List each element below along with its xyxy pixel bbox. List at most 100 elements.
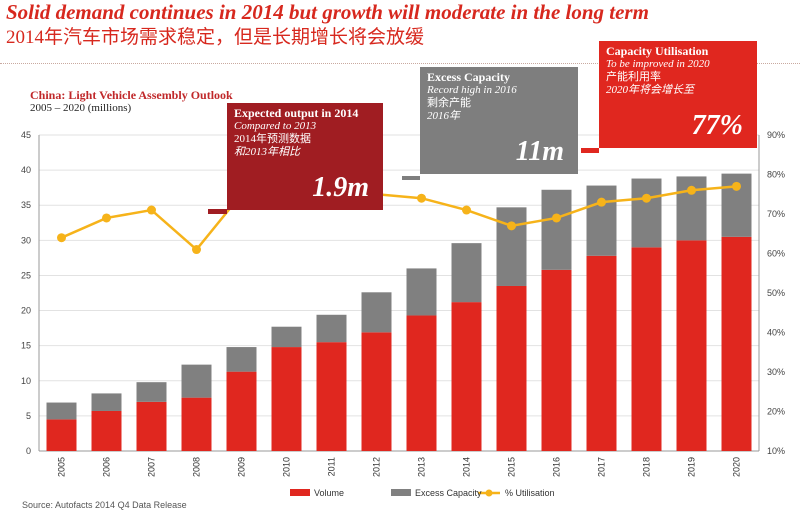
x-tick-label: 2020 — [732, 457, 742, 477]
left-tick-label: 15 — [21, 341, 31, 351]
volume-bar — [181, 397, 212, 451]
utilisation-point — [417, 193, 426, 203]
volume-bar — [496, 285, 527, 451]
callout-expected-output-value: 1.9m — [312, 172, 369, 203]
x-tick-label: 2018 — [642, 457, 652, 477]
chart-subtitle: 2005 – 2020 (millions) — [30, 102, 132, 114]
utilisation-line — [60, 161, 737, 252]
callout-excess-capacity: Excess Capacity Record high in 2016 剩余产能… — [420, 67, 578, 174]
x-tick-label: 2010 — [282, 457, 292, 477]
chart-title: China: Light Vehicle Assembly Outlook — [30, 88, 233, 102]
callout-excess-capacity-heading: Excess Capacity — [427, 70, 510, 84]
callout-capacity-utilisation-value: 77% — [691, 110, 743, 141]
excess-capacity-bar — [586, 185, 617, 256]
excess-capacity-bar — [226, 347, 257, 372]
x-tick-label: 2005 — [57, 457, 67, 477]
callout-capacity-utilisation-line3: 2020年将会增长至 — [606, 84, 694, 96]
right-tick-label: 70% — [767, 209, 785, 219]
x-tick-label: 2014 — [462, 457, 472, 477]
x-tick-label: 2017 — [597, 457, 607, 477]
header-divider — [0, 63, 800, 64]
legend-excess-capacity-label: Excess Capacity — [415, 488, 482, 498]
volume-bar — [631, 247, 662, 451]
left-tick-label: 45 — [21, 130, 31, 140]
volume-bar — [541, 269, 572, 451]
right-tick-label: 20% — [767, 407, 785, 417]
x-tick-label: 2013 — [417, 457, 427, 477]
callout-capacity-utilisation-line1: To be improved in 2020 — [606, 58, 710, 70]
legend-volume-swatch — [290, 489, 310, 496]
legend-excess-capacity-swatch — [391, 489, 411, 496]
left-tick-label: 0 — [26, 446, 31, 456]
volume-bar — [451, 302, 482, 451]
utilisation-point — [597, 197, 606, 207]
utilisation-point — [552, 213, 561, 223]
excess-capacity-bar — [271, 326, 302, 348]
page-title: Solid demand continues in 2014 but growt… — [6, 0, 649, 24]
volume-bar — [226, 371, 257, 451]
legend-volume-label: Volume — [314, 488, 344, 498]
callout-expected-output-line2: 2014年预测数据 — [234, 133, 311, 145]
utilisation-point — [642, 193, 651, 203]
excess-capacity-bar — [181, 364, 212, 398]
callout-excess-capacity-value: 11m — [515, 136, 564, 167]
legend-utilisation-marker — [485, 489, 493, 497]
excess-capacity-bar — [361, 292, 392, 333]
left-tick-label: 20 — [21, 306, 31, 316]
utilisation-point — [507, 221, 516, 231]
page-title-chinese: 2014年汽车市场需求稳定，但是长期增长将会放缓 — [6, 27, 425, 48]
callout-excess-capacity-pointer — [402, 176, 420, 180]
right-tick-label: 40% — [767, 328, 785, 338]
x-tick-label: 2009 — [237, 457, 247, 477]
excess-capacity-bar — [91, 393, 122, 411]
excess-capacity-bar — [631, 178, 662, 248]
utilisation-point — [732, 181, 741, 191]
callout-capacity-utilisation: Capacity Utilisation To be improved in 2… — [599, 41, 757, 148]
excess-capacity-bar — [136, 382, 167, 402]
volume-bar — [271, 347, 302, 451]
excess-capacity-bar — [46, 402, 77, 420]
x-tick-label: 2016 — [552, 457, 562, 477]
volume-bar — [721, 236, 752, 451]
left-tick-label: 5 — [26, 411, 31, 421]
x-tick-label: 2019 — [687, 457, 697, 477]
callout-capacity-utilisation-heading: Capacity Utilisation — [606, 44, 709, 58]
source-note: Source: Autofacts 2014 Q4 Data Release — [22, 500, 187, 510]
left-tick-label: 35 — [21, 200, 31, 210]
volume-bar — [46, 419, 77, 451]
excess-capacity-bar — [316, 314, 347, 343]
right-tick-label: 80% — [767, 170, 785, 180]
left-tick-label: 30 — [21, 235, 31, 245]
volume-bar — [586, 255, 617, 451]
excess-capacity-bar — [496, 207, 527, 286]
x-tick-label: 2006 — [102, 457, 112, 477]
callout-expected-output-line1: Compared to 2013 — [234, 120, 317, 132]
legend-utilisation-label: % Utilisation — [505, 488, 555, 498]
callout-excess-capacity-line2: 剩余产能 — [427, 97, 471, 109]
x-tick-label: 2015 — [507, 457, 517, 477]
left-tick-label: 10 — [21, 376, 31, 386]
excess-capacity-bar — [451, 243, 482, 303]
utilisation-point — [462, 205, 471, 215]
volume-bar — [136, 401, 167, 451]
callout-excess-capacity-line3: 2016年 — [427, 110, 460, 122]
callout-capacity-utilisation-pointer — [581, 148, 599, 153]
right-tick-label: 60% — [767, 249, 785, 259]
x-tick-label: 2012 — [372, 457, 382, 477]
excess-capacity-bar — [406, 268, 437, 316]
x-tick-label: 2008 — [192, 457, 202, 477]
left-tick-label: 40 — [21, 165, 31, 175]
x-tick-label: 2007 — [147, 457, 157, 477]
callout-expected-output: Expected output in 2014 Compared to 2013… — [227, 103, 383, 210]
right-tick-label: 30% — [767, 367, 785, 377]
right-tick-label: 10% — [767, 446, 785, 456]
utilisation-point — [192, 245, 201, 255]
volume-bar — [361, 332, 392, 451]
utilisation-point — [102, 213, 111, 223]
volume-bar — [406, 315, 437, 451]
volume-bar — [316, 342, 347, 451]
utilisation-point — [57, 233, 66, 243]
callout-expected-output-line3: 和2013年相比 — [234, 146, 300, 158]
callout-expected-output-pointer — [208, 209, 227, 214]
x-tick-label: 2011 — [327, 457, 337, 476]
